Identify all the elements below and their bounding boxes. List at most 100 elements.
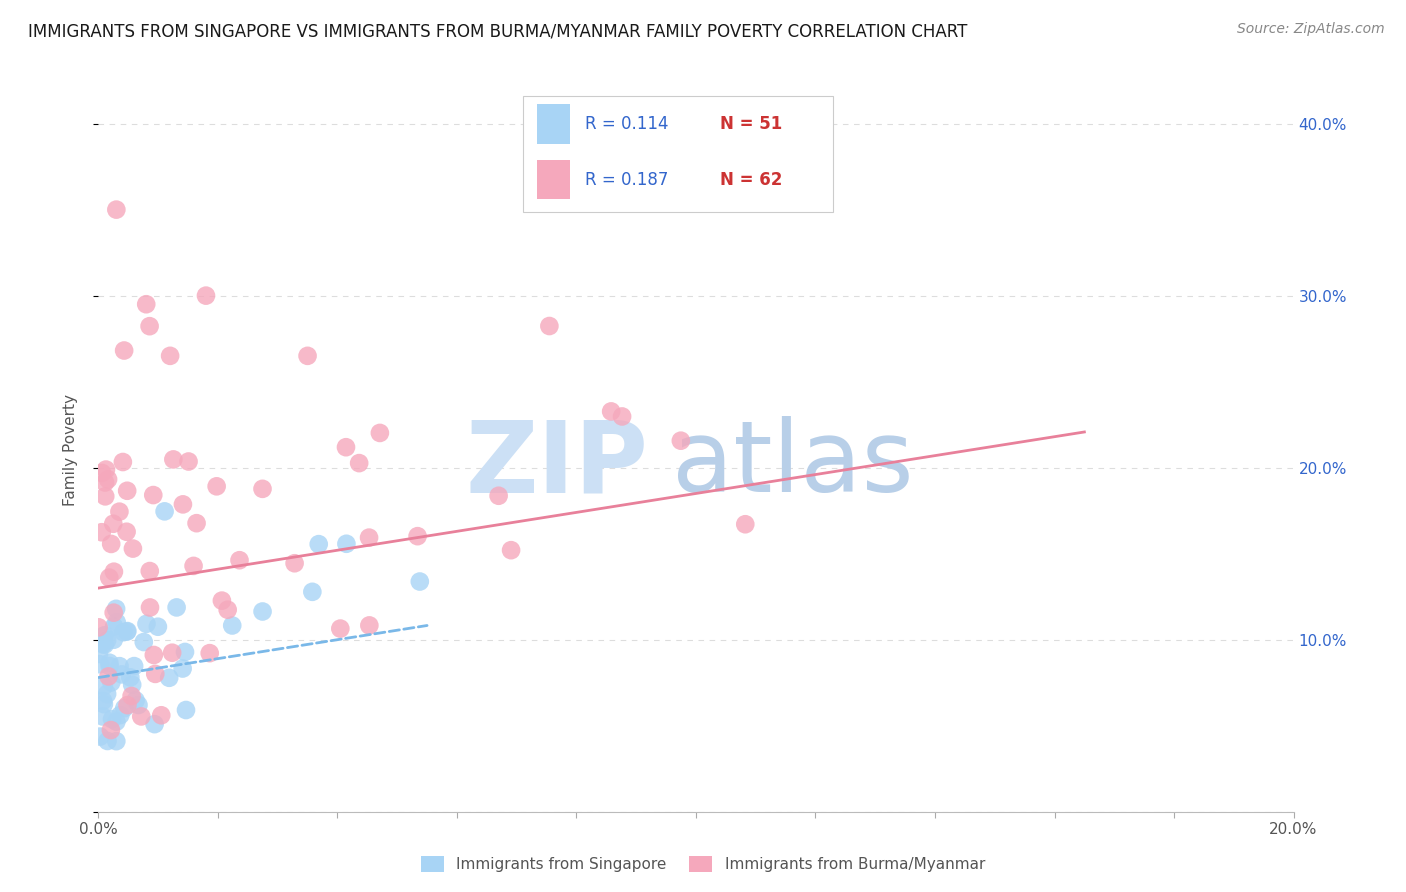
Point [600, 404, 623, 418]
FancyBboxPatch shape [537, 160, 571, 200]
Point [335, 537, 357, 551]
Point [91, 466, 114, 480]
Point [105, 615, 128, 630]
Point [120, 670, 142, 684]
Point [160, 646, 183, 660]
Point [488, 489, 510, 503]
Point [105, 202, 128, 217]
Point [301, 584, 323, 599]
Point [94, 489, 117, 503]
Point [159, 349, 181, 363]
Point [734, 517, 756, 532]
Point [166, 600, 188, 615]
Point [100, 537, 122, 551]
Point [174, 645, 197, 659]
Point [297, 349, 319, 363]
Point [94, 475, 117, 490]
Point [157, 671, 180, 685]
Point [121, 689, 143, 703]
Point [284, 556, 307, 570]
Point [115, 483, 138, 498]
Point [105, 714, 128, 729]
Point [112, 625, 135, 640]
Point [174, 703, 197, 717]
Point [89, 730, 111, 744]
FancyBboxPatch shape [537, 104, 571, 144]
Point [329, 622, 352, 636]
Point [132, 635, 155, 649]
Point [90, 525, 112, 540]
Point [139, 564, 162, 578]
Point [139, 600, 162, 615]
Point [87, 620, 110, 634]
Point [96, 687, 118, 701]
Text: IMMIGRANTS FROM SINGAPORE VS IMMIGRANTS FROM BURMA/MYANMAR FAMILY POVERTY CORREL: IMMIGRANTS FROM SINGAPORE VS IMMIGRANTS … [28, 22, 967, 40]
Point [538, 318, 561, 333]
Point [93, 628, 115, 642]
Point [501, 543, 523, 558]
Point [91, 694, 114, 708]
Text: R = 0.114: R = 0.114 [585, 115, 668, 133]
Point [359, 618, 381, 632]
Point [252, 482, 274, 496]
Point [357, 531, 380, 545]
Point [100, 723, 122, 737]
Point [98, 659, 121, 673]
Point [138, 319, 160, 334]
Point [96, 734, 118, 748]
Point [110, 708, 132, 723]
Point [87, 647, 110, 661]
Text: atlas: atlas [672, 417, 914, 514]
Point [205, 479, 228, 493]
Point [111, 667, 134, 681]
Point [221, 618, 243, 632]
Point [186, 516, 208, 531]
Point [117, 698, 139, 713]
Point [150, 708, 173, 723]
Point [142, 488, 165, 502]
Point [162, 452, 184, 467]
Point [211, 593, 233, 607]
Point [112, 701, 135, 715]
Point [108, 505, 131, 519]
Point [172, 661, 194, 675]
Point [111, 455, 134, 469]
Point [91, 637, 114, 651]
Point [98, 571, 121, 585]
Y-axis label: Family Poverty: Family Poverty [63, 394, 77, 507]
FancyBboxPatch shape [523, 96, 834, 212]
Point [610, 409, 633, 424]
Point [228, 553, 250, 567]
Point [103, 565, 125, 579]
Point [308, 537, 330, 551]
Point [105, 734, 128, 748]
Point [198, 646, 221, 660]
Point [347, 456, 370, 470]
Point [93, 697, 115, 711]
Text: N = 51: N = 51 [720, 115, 782, 133]
Point [89, 657, 111, 672]
Point [406, 529, 429, 543]
Legend: Immigrants from Singapore, Immigrants from Burma/Myanmar: Immigrants from Singapore, Immigrants fr… [413, 848, 993, 880]
Point [115, 524, 138, 539]
Point [103, 619, 125, 633]
Point [100, 675, 122, 690]
Point [135, 616, 157, 631]
Point [96, 633, 118, 648]
Point [217, 603, 239, 617]
Point [135, 297, 157, 311]
Point [103, 606, 125, 620]
Text: R = 0.187: R = 0.187 [585, 170, 668, 188]
Point [669, 434, 692, 448]
Point [91, 709, 114, 723]
Point [121, 678, 143, 692]
Point [129, 709, 152, 723]
Point [103, 516, 125, 531]
Point [101, 712, 124, 726]
Point [115, 624, 138, 639]
Point [97, 472, 120, 486]
Point [94, 462, 117, 476]
Point [105, 602, 128, 616]
Point [183, 558, 205, 573]
Point [252, 605, 274, 619]
